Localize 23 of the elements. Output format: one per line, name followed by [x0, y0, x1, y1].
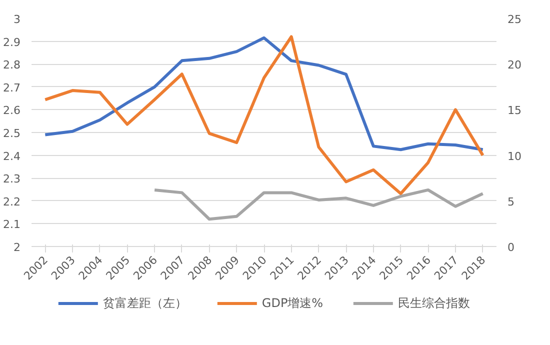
y2-tick-label: 15: [508, 104, 522, 118]
y-tick-label: 2.3: [3, 172, 21, 186]
y2-tick-label: 25: [508, 13, 522, 26]
y-tick-label: 2.9: [3, 36, 21, 49]
y-tick-label: 2.7: [3, 81, 21, 94]
y-tick-label: 2.4: [3, 150, 21, 163]
line-series: [44, 36, 484, 152]
y-tick-label: 2.2: [3, 195, 21, 208]
y-tick-label: 2.8: [3, 58, 21, 72]
y-tick-label: 2: [14, 241, 20, 254]
line-series: [44, 35, 484, 196]
legend-label: 贫富差距（左）: [102, 294, 187, 312]
legend-label: GDP增速%: [262, 294, 324, 312]
y-tick-label: 2.5: [3, 127, 21, 140]
y-tick-label: 3: [14, 13, 20, 26]
legend-label: 民生综合指数: [398, 294, 470, 312]
y2-tick-label: 0: [508, 241, 514, 254]
y2-tick-label: 5: [508, 195, 514, 208]
y-tick-label: 2.1: [3, 218, 21, 232]
line-series: [153, 188, 484, 221]
y-tick-label: 2.6: [3, 104, 21, 118]
y2-tick-label: 10: [508, 150, 522, 163]
y2-tick-label: 20: [508, 58, 522, 72]
